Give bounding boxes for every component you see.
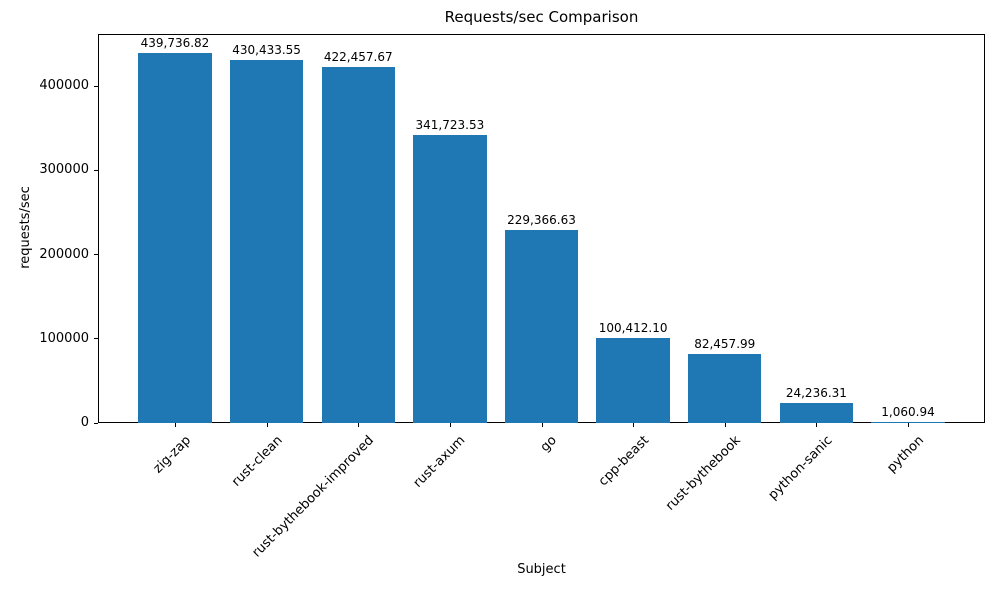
x-tick-mark (358, 423, 360, 427)
x-tick-label: rust-axum (410, 433, 469, 491)
bar-value-label: 82,457.99 (694, 337, 756, 351)
bar-value-label: 229,366.63 (507, 213, 576, 227)
y-tick-label: 0 (80, 415, 89, 430)
x-axis-label: Subject (517, 562, 566, 577)
x-tick-mark (633, 423, 635, 427)
bar (321, 67, 395, 423)
bar (138, 53, 212, 423)
bar (229, 60, 304, 423)
bar-value-label: 1,060.94 (881, 405, 935, 419)
x-tick-label: python (883, 433, 927, 476)
y-tick-label: 300000 (39, 162, 89, 178)
x-tick-label: rust-bythebook (662, 433, 744, 514)
x-tick-mark (724, 423, 726, 427)
bar-value-label: 24,236.31 (785, 386, 847, 400)
y-tick-label: 400000 (39, 78, 89, 93)
x-tick-label: go (538, 433, 561, 456)
bar-value-label: 422,457.67 (323, 50, 393, 64)
x-tick-label: python-sanic (765, 433, 836, 503)
y-tick-label: 100000 (39, 330, 89, 346)
bar (779, 403, 854, 423)
bar-value-label: 100,412.10 (598, 321, 668, 335)
y-tick-mark (94, 338, 98, 340)
y-tick-label: 200000 (39, 246, 89, 262)
y-tick-mark (94, 422, 98, 424)
x-tick-mark (908, 423, 910, 427)
bar (504, 230, 579, 423)
x-tick-mark (449, 423, 451, 427)
x-tick-mark (266, 423, 268, 427)
x-tick-mark (541, 423, 543, 427)
x-tick-mark (816, 423, 818, 427)
y-tick-mark (94, 85, 98, 87)
bar-value-label: 341,723.53 (415, 118, 485, 132)
bar (871, 422, 945, 423)
chart-title: Requests/sec Comparison (444, 8, 639, 26)
bar (688, 354, 762, 423)
x-tick-mark (174, 423, 176, 427)
bar (596, 338, 670, 423)
x-tick-label: rust-clean (228, 433, 286, 490)
bar-value-label: 439,736.82 (140, 36, 210, 50)
y-tick-mark (94, 169, 98, 171)
y-tick-mark (94, 254, 98, 255)
x-tick-label: cpp-beast (595, 433, 652, 490)
x-tick-label: zig-zap (150, 433, 194, 477)
bar-value-label: 430,433.55 (232, 43, 301, 57)
bar (413, 135, 487, 423)
